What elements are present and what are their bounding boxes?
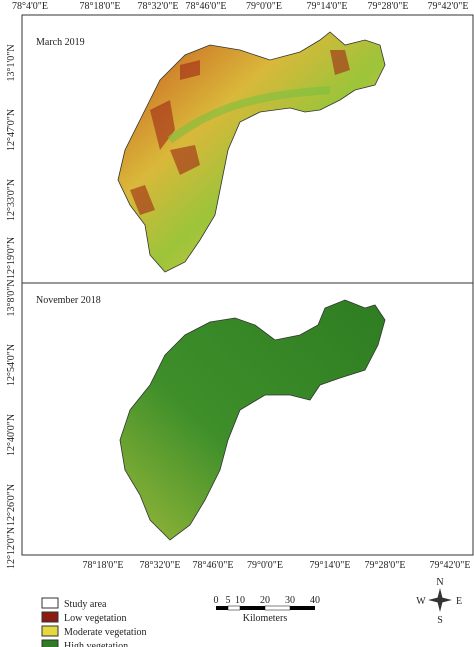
legend [41,597,59,647]
panel-label: March 2019 [36,37,85,48]
longitude-label: 78°32'0"E [140,560,181,571]
study-area-november [119,299,386,541]
scale-unit: Kilometers [243,613,288,624]
longitude-label: 78°32'0"E [138,1,179,12]
map-frame [21,14,474,556]
longitude-label: 78°18'0"E [83,560,124,571]
scale-tick: 40 [310,595,320,606]
compass-n: N [436,577,443,588]
compass-rose [428,588,452,612]
longitude-label: 78°18'0"E [80,1,121,12]
scale-tick: 5 [226,595,231,606]
longitude-label: 79°28'0"E [368,1,409,12]
latitude-label: 12°26'0"N [6,484,17,526]
compass-s: S [437,615,443,626]
longitude-label: 79°42'0"E [430,560,471,571]
longitude-label: 78°4'0"E [12,1,48,12]
longitude-label: 79°14'0"E [310,560,351,571]
scale-tick: 0 [214,595,219,606]
legend-label: Low vegetation [64,613,126,624]
scale-tick: 30 [285,595,295,606]
latitude-label: 12°40'0"N [6,414,17,456]
panel-label: November 2018 [36,295,101,306]
scale-tick: 20 [260,595,270,606]
latitude-label: 13°1'0"N [6,44,17,81]
latitude-label: 13°8'0"N [6,279,17,316]
scale-bar [216,605,315,611]
latitude-label: 12°54'0"N [6,344,17,386]
latitude-label: 12°47'0"N [6,109,17,151]
longitude-label: 79°0'0"E [247,560,283,571]
longitude-label: 78°46'0"E [193,560,234,571]
longitude-label: 79°0'0"E [246,1,282,12]
river-corridor [167,86,331,144]
legend-label: Study area [64,599,107,610]
legend-label: Moderate vegetation [64,627,146,638]
compass-e: E [456,596,462,607]
scale-tick: 10 [235,595,245,606]
latitude-label: 12°12'0"N [6,527,17,569]
compass-w: W [416,596,426,607]
longitude-label: 78°46'0"E [186,1,227,12]
longitude-label: 79°42'0"E [428,1,469,12]
longitude-label: 79°28'0"E [365,560,406,571]
legend-label: High vegetation [64,641,128,647]
longitude-label: 79°14'0"E [307,1,348,12]
latitude-label: 12°33'0"N [6,179,17,221]
latitude-label: 12°19'0"N [6,237,17,279]
